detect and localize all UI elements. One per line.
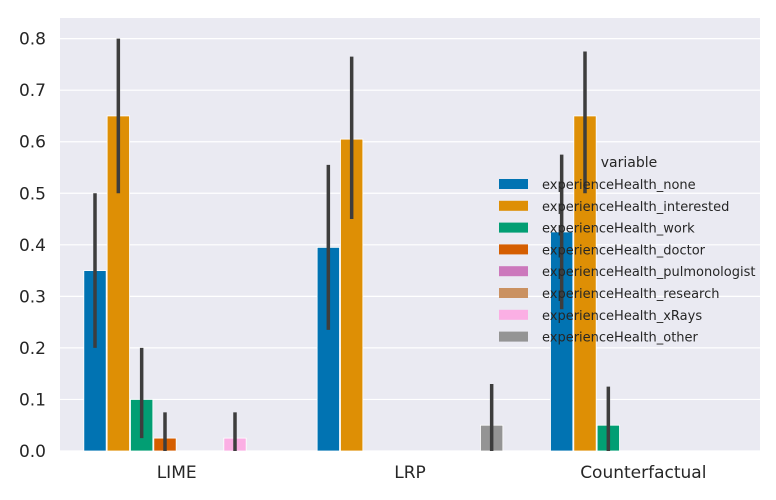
y-tick-label: 0.8 xyxy=(19,30,46,50)
legend: variable experienceHealth_none experience… xyxy=(499,155,755,346)
legend-entry: experienceHealth_other xyxy=(542,331,699,346)
legend-entry: experienceHealth_pulmonologist xyxy=(542,265,755,280)
y-tick-label: 0.6 xyxy=(19,133,46,153)
legend-swatch xyxy=(499,222,528,233)
x-tick-label: LRP xyxy=(394,463,426,483)
legend-swatch xyxy=(499,331,528,342)
legend-entry: experienceHealth_research xyxy=(542,287,719,302)
bar-series xyxy=(83,115,620,452)
legend-entry: experienceHealth_doctor xyxy=(542,243,706,258)
legend-swatch xyxy=(499,200,528,211)
legend-swatch xyxy=(499,179,528,189)
y-tick-label: 0.4 xyxy=(19,236,46,256)
gridlines xyxy=(60,38,760,452)
legend-entry: experienceHealth_work xyxy=(542,222,695,237)
y-axis-ticks: 0.0 0.1 0.2 0.3 0.4 0.5 0.6 0.7 0.8 xyxy=(19,30,46,462)
x-axis-ticks: LIME LRP Counterfactual xyxy=(157,463,707,483)
y-tick-label: 0.0 xyxy=(19,442,46,462)
legend-swatch xyxy=(499,244,528,255)
legend-swatch xyxy=(499,309,528,320)
y-tick-label: 0.3 xyxy=(19,287,46,307)
error-bars xyxy=(93,38,611,451)
legend-entry: experienceHealth_none xyxy=(542,178,696,193)
x-tick-label: Counterfactual xyxy=(580,463,706,483)
y-tick-label: 0.7 xyxy=(19,81,46,101)
legend-swatch xyxy=(499,266,528,277)
x-tick-label: LIME xyxy=(157,463,197,483)
y-tick-label: 0.1 xyxy=(19,390,46,410)
y-tick-label: 0.5 xyxy=(19,184,46,204)
legend-entry: experienceHealth_xRays xyxy=(542,309,702,324)
y-tick-label: 0.2 xyxy=(19,339,46,359)
legend-entry: experienceHealth_interested xyxy=(542,200,729,215)
legend-swatch xyxy=(499,288,528,298)
legend-title: variable xyxy=(601,155,657,171)
